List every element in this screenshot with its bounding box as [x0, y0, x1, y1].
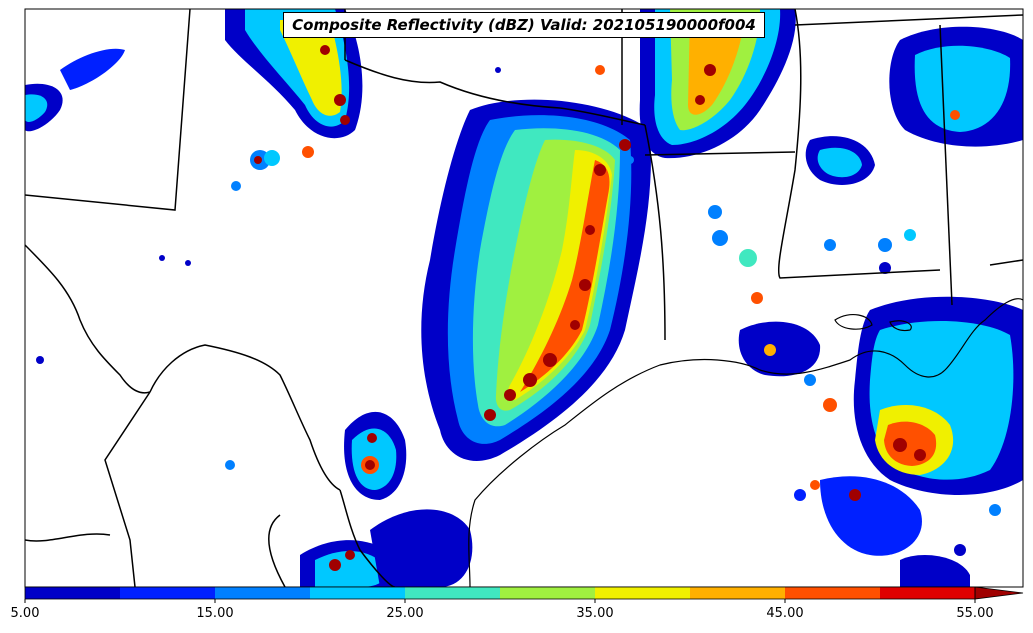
gulf-coastline	[468, 298, 1023, 587]
colorbar-bin	[785, 587, 880, 599]
colorbar-bin	[690, 587, 785, 599]
storm-south-texas	[300, 411, 473, 587]
reflectivity-field	[25, 9, 1023, 587]
colorbar	[24, 586, 1024, 603]
colorbar-tick-label: 15.00	[196, 606, 234, 621]
colorbar-bin	[880, 587, 975, 599]
state-borders	[25, 9, 1023, 587]
colorbar-bin	[310, 587, 405, 599]
colorbar-tick-label: 35.00	[576, 606, 614, 621]
storm-top-left	[225, 9, 363, 139]
colorbar-outline	[24, 586, 976, 600]
storm-louisiana-gulf	[810, 296, 1023, 587]
colorbar-tick-label: 5.00	[10, 606, 40, 621]
colorbar-tick-label: 45.00	[766, 606, 804, 621]
colorbar-bin	[405, 587, 500, 599]
storm-top-center	[639, 9, 796, 159]
colorbar-tick-label: 55.00	[956, 606, 994, 621]
colorbar-extend-arrow	[974, 586, 1024, 600]
colorbar-bin	[595, 587, 690, 599]
colorbar-bin	[120, 587, 215, 599]
colorbar-bin	[500, 587, 595, 599]
colorbar-bin	[25, 587, 120, 599]
storm-scattered-cells	[36, 65, 1001, 556]
storm-top-right	[738, 26, 1023, 377]
storm-upper-left-streaks	[25, 48, 125, 132]
colorbar-bin	[215, 587, 310, 599]
storm-main-squall-line	[421, 99, 651, 461]
map-title: Composite Reflectivity (dBZ) Valid: 2021…	[283, 12, 765, 38]
colorbar-tick-label: 25.00	[386, 606, 424, 621]
